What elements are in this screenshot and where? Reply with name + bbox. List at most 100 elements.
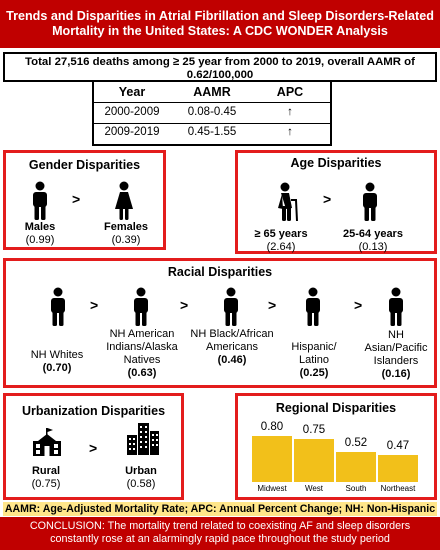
bar-category-label: Midwest	[257, 484, 287, 493]
age-25-64-group: 25-64 years (0.13)	[333, 228, 413, 254]
summary-box: Total 27,516 deaths among ≥ 25 year from…	[3, 52, 437, 82]
greater-than-sign: >	[72, 191, 81, 207]
header-title-line1: Trends and Disparities in Atrial Fibrill…	[6, 9, 434, 23]
race-label: Latino	[299, 354, 329, 366]
greater-than-sign: >	[354, 297, 363, 313]
header-banner: Trends and Disparities in Atrial Fibrill…	[0, 0, 440, 48]
females-label: Females	[103, 221, 149, 233]
bar-value-label: 0.52	[344, 437, 368, 450]
race-value: (0.70)	[42, 362, 72, 374]
elderly-person-icon	[274, 182, 304, 222]
person-icon	[360, 182, 380, 222]
table-header-year: Year	[118, 85, 146, 99]
race-label: Natives	[123, 354, 161, 366]
greater-than-sign: >	[268, 297, 277, 313]
rural-label: Rural	[31, 465, 61, 477]
race-label: Indians/Alaska	[106, 341, 178, 353]
bar-northeast	[378, 454, 418, 482]
conclusion-line1: CONCLUSION: The mortality trend related …	[29, 520, 411, 532]
age-65-plus-label: ≥ 65 years	[254, 228, 308, 240]
race-value: (0.46)	[217, 354, 247, 366]
conclusion-banner: CONCLUSION: The mortality trend related …	[0, 517, 440, 550]
gender-disparities-box: Gender Disparities > Males (0.99) Female…	[3, 150, 166, 250]
age-25-64-value: (0.13)	[358, 241, 388, 253]
bar-category-label: South	[345, 484, 367, 493]
table-cell-year: 2009-2019	[104, 126, 160, 138]
age-title: Age Disparities	[290, 156, 382, 170]
regional-disparities-box: Regional Disparities 0.80 Midwest 0.75 West…	[235, 393, 437, 500]
person-icon	[131, 287, 151, 327]
table-row: 2009-2019 0.45-1.55 ↑	[94, 126, 330, 146]
regional-bar-chart: 0.80 Midwest 0.75 West 0.52 South 0.47 Northeas…	[252, 416, 428, 496]
race-label: Americans	[206, 341, 258, 353]
greater-than-sign: >	[323, 191, 332, 207]
gender-title: Gender Disparities	[28, 158, 141, 172]
table-cell-aamr: 0.08-0.45	[187, 106, 237, 118]
greater-than-sign: >	[89, 440, 98, 456]
age-25-64-label: 25-64 years	[343, 228, 403, 240]
urbanization-disparities-box: Urbanization Disparities > Rural (0.75) …	[3, 393, 184, 500]
greater-than-sign: >	[90, 297, 99, 313]
urban-group: Urban (0.58)	[111, 465, 171, 491]
table-header-aamr: AAMR	[193, 85, 231, 99]
race-group-nh-whites: NH Whites (0.70)	[16, 323, 98, 375]
bar-value-label: 0.75	[302, 423, 326, 436]
bar-west	[294, 438, 334, 482]
racial-disparities-box: Racial Disparities > > > > NH Whites (0.…	[3, 258, 437, 388]
rural-group: Rural (0.75)	[16, 465, 76, 491]
age-disparities-box: Age Disparities > ≥ 65 years (2.64) 25-6…	[235, 150, 437, 254]
race-label: NH American	[109, 328, 175, 340]
race-label: NH	[388, 329, 404, 341]
abbreviations-note: AAMR: Age-Adjusted Mortality Rate; APC: …	[3, 502, 437, 516]
urbanization-title: Urbanization Disparities	[21, 404, 166, 418]
bar-value-label: 0.47	[386, 439, 410, 452]
bar-value-label: 0.80	[260, 421, 284, 433]
males-group: Males (0.99)	[10, 221, 70, 247]
person-icon	[303, 287, 323, 327]
race-group-nh-asian: NH Asian/Pacific Islanders (0.16)	[354, 329, 438, 381]
table-divider	[94, 102, 330, 103]
male-person-icon	[30, 181, 50, 221]
school-building-icon	[32, 427, 62, 457]
urban-value: (0.58)	[126, 478, 156, 490]
race-label: Asian/Pacific	[364, 342, 428, 354]
urban-label: Urban	[125, 465, 157, 477]
aamr-table: Year AAMR APC 2000-2009 0.08-0.45 ↑ 2009…	[92, 82, 332, 146]
race-group-nh-american-indians: NH American Indians/Alaska Natives (0.63…	[96, 328, 188, 380]
bar-category-label: Northeast	[380, 484, 416, 493]
race-label: NH Black/African	[190, 328, 274, 340]
race-group-hispanic: Hispanic/ Latino (0.25)	[276, 341, 352, 380]
race-value: (0.25)	[299, 367, 329, 379]
up-arrow-icon: ↑	[287, 126, 293, 138]
summary-line2: 0.62/100,000	[186, 69, 254, 81]
table-cell-year: 2000-2009	[104, 106, 160, 118]
person-icon	[221, 287, 241, 327]
females-value: (0.39)	[111, 234, 141, 246]
table-header-apc: APC	[276, 85, 304, 99]
race-label: Hispanic/	[291, 341, 337, 353]
person-icon	[386, 287, 406, 327]
bar-midwest	[252, 436, 292, 482]
city-buildings-icon	[126, 422, 160, 456]
regional-title: Regional Disparities	[275, 401, 397, 415]
age-65-plus-value: (2.64)	[266, 241, 296, 253]
summary-line1: Total 27,516 deaths among ≥ 25 year from…	[25, 56, 415, 68]
bar-category-label: West	[304, 484, 324, 493]
race-value: (0.63)	[127, 367, 157, 379]
table-divider	[94, 123, 330, 124]
female-person-icon	[114, 181, 134, 221]
up-arrow-icon: ↑	[287, 106, 293, 118]
table-row: 2000-2009 0.08-0.45 ↑	[94, 106, 330, 126]
header-title-line2: Mortality in the United States: A CDC WO…	[52, 24, 388, 38]
race-label: Islanders	[373, 355, 419, 367]
racial-title: Racial Disparities	[167, 265, 273, 279]
males-value: (0.99)	[25, 234, 55, 246]
race-label: NH Whites	[30, 349, 84, 361]
age-65-plus-group: ≥ 65 years (2.64)	[246, 228, 316, 254]
race-value: (0.16)	[381, 368, 411, 380]
race-group-nh-black: NH Black/African Americans (0.46)	[184, 328, 280, 367]
conclusion-line2: constantly rose at an alarmingly rapid p…	[50, 533, 390, 545]
bar-south	[336, 452, 376, 482]
females-group: Females (0.39)	[91, 221, 161, 247]
males-label: Males	[24, 221, 56, 233]
